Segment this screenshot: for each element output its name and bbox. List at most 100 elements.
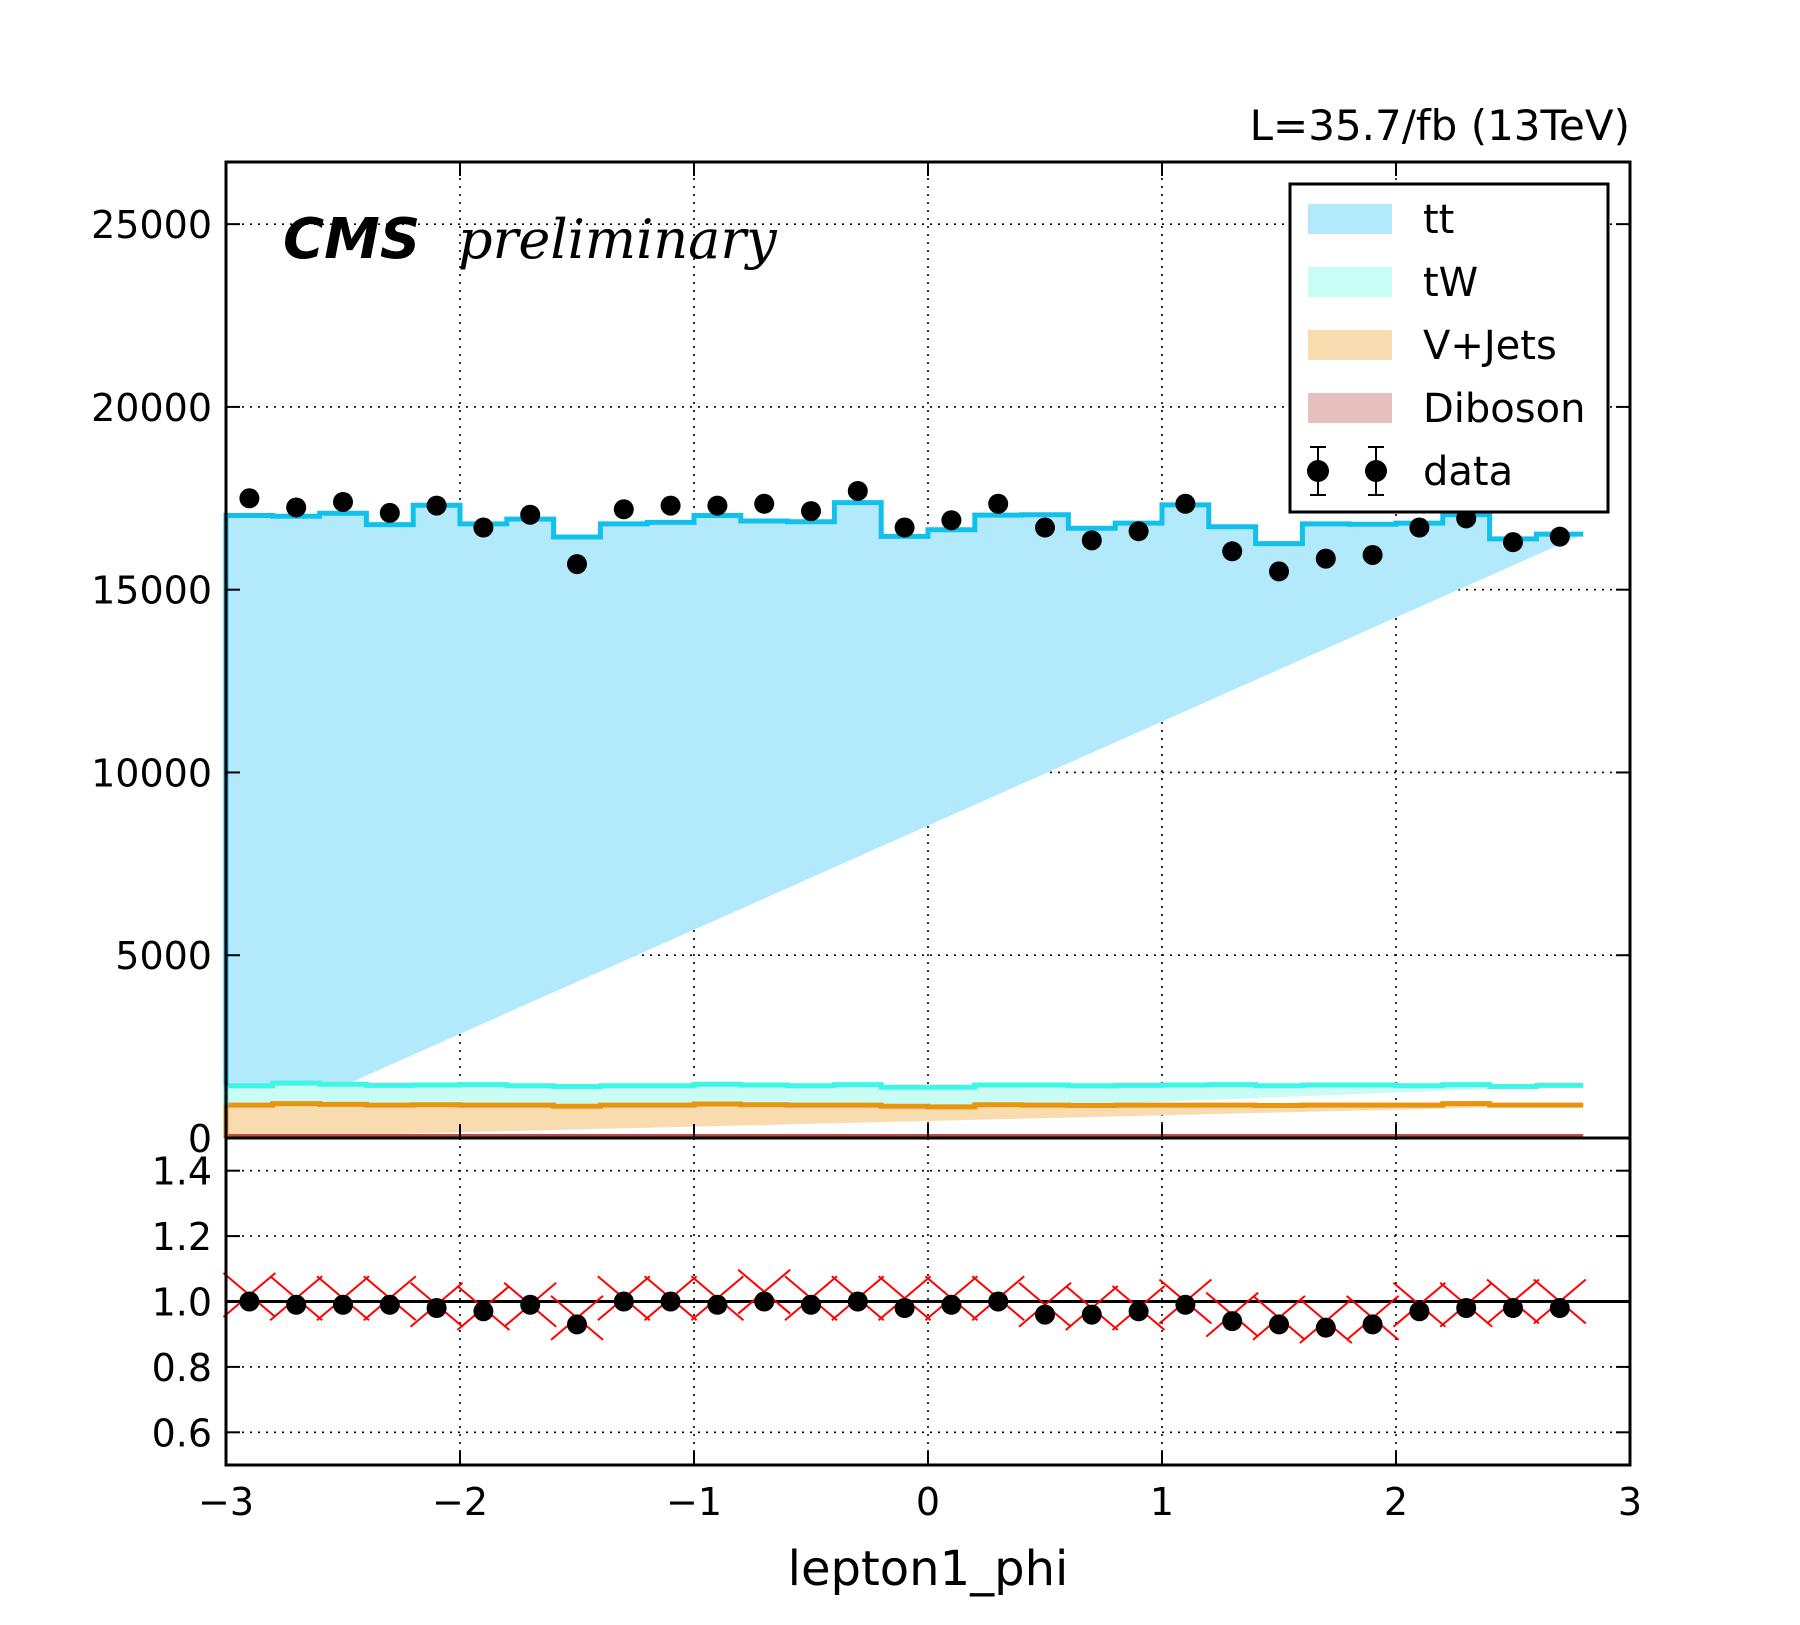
ratio-plot-grid bbox=[226, 1138, 1630, 1465]
legend-marker-dot bbox=[1307, 460, 1329, 482]
main-y-tick-label: 15000 bbox=[91, 569, 212, 613]
legend-label: tW bbox=[1423, 260, 1478, 306]
ratio-data-point bbox=[1175, 1294, 1196, 1315]
ratio-plot-markers bbox=[222, 1268, 1587, 1344]
legend-label: data bbox=[1423, 449, 1513, 495]
main-y-tick-label: 20000 bbox=[91, 386, 212, 430]
data-point bbox=[847, 480, 868, 501]
data-point bbox=[379, 502, 400, 523]
legend-label: tt bbox=[1423, 197, 1454, 243]
ratio-data-point bbox=[1081, 1304, 1102, 1325]
stack-line-vjets bbox=[223, 1101, 1584, 1137]
stack-fill-tt bbox=[226, 502, 1584, 1138]
data-point bbox=[1035, 517, 1055, 538]
data-point bbox=[286, 497, 307, 518]
ratio-x-tick-label: −3 bbox=[198, 1480, 254, 1524]
ratio-data-point bbox=[1409, 1301, 1430, 1322]
ratio-plot-axes: 0.6 0.8 1.0 1.2 1.4 −3 −2 −1 0 1 2 3 bbox=[152, 1136, 1642, 1524]
data-point bbox=[754, 493, 775, 514]
legend-label: V+Jets bbox=[1423, 323, 1557, 369]
ratio-y-tick-label: 1.0 bbox=[152, 1281, 212, 1325]
ratio-data-point bbox=[473, 1301, 494, 1322]
ratio-data-point bbox=[1456, 1298, 1477, 1319]
ratio-y-tick-label: 0.6 bbox=[152, 1411, 212, 1455]
ratio-data-point bbox=[239, 1291, 260, 1312]
data-point bbox=[660, 495, 681, 516]
ratio-data-point bbox=[426, 1298, 447, 1319]
main-plot-data-points bbox=[239, 480, 1570, 582]
ratio-data-point bbox=[1269, 1314, 1289, 1335]
ratio-data-point bbox=[847, 1291, 868, 1312]
legend-swatch bbox=[1308, 204, 1392, 234]
main-y-tick-label: 10000 bbox=[91, 751, 212, 795]
legend-swatch bbox=[1308, 330, 1392, 360]
data-point bbox=[1269, 561, 1289, 582]
data-point bbox=[613, 499, 634, 520]
ratio-y-tick-label: 1.2 bbox=[152, 1215, 212, 1259]
legend-marker-dot bbox=[1365, 460, 1387, 482]
legend-swatch bbox=[1308, 267, 1392, 297]
ratio-data-point bbox=[754, 1291, 775, 1312]
legend: tt tW V+Jets Diboson data bbox=[1288, 182, 1610, 514]
ratio-data-point bbox=[1315, 1317, 1336, 1338]
cms-label: CMS bbox=[283, 207, 420, 272]
legend-label: Diboson bbox=[1423, 386, 1585, 432]
ratio-data-point bbox=[379, 1294, 400, 1315]
ratio-data-point bbox=[1362, 1314, 1383, 1335]
data-point bbox=[1549, 526, 1570, 547]
stack-fill-vjets bbox=[226, 1103, 1584, 1138]
ratio-data-point bbox=[660, 1291, 681, 1312]
data-point bbox=[426, 495, 447, 516]
data-point bbox=[239, 488, 260, 509]
data-point bbox=[473, 517, 494, 538]
ratio-data-point bbox=[1549, 1298, 1570, 1319]
ratio-data-point bbox=[333, 1294, 353, 1315]
ratio-x-tick-label: 0 bbox=[916, 1480, 940, 1524]
data-point bbox=[520, 504, 541, 525]
ratio-data-point bbox=[801, 1294, 821, 1315]
data-point bbox=[894, 517, 915, 538]
ratio-data-point bbox=[941, 1294, 962, 1315]
data-point bbox=[1222, 541, 1243, 562]
ratio-data-point bbox=[286, 1294, 307, 1315]
ratio-data-point bbox=[1222, 1311, 1243, 1332]
data-point bbox=[801, 501, 821, 522]
data-point bbox=[333, 491, 353, 512]
ratio-data-point bbox=[988, 1291, 1009, 1312]
ratio-data-point bbox=[567, 1314, 587, 1335]
ratio-data-point bbox=[894, 1298, 915, 1319]
ratio-x-tick-label: 2 bbox=[1384, 1480, 1408, 1524]
data-point bbox=[1503, 532, 1523, 553]
data-point bbox=[988, 493, 1009, 514]
ratio-x-tick-label: −2 bbox=[432, 1480, 488, 1524]
data-point bbox=[941, 510, 962, 531]
ratio-data-point bbox=[1035, 1304, 1055, 1325]
data-point bbox=[1315, 548, 1336, 569]
stack-line-tw bbox=[223, 1080, 1584, 1106]
data-point bbox=[707, 495, 728, 516]
main-y-tick-label: 0 bbox=[188, 1117, 212, 1161]
main-y-tick-label: 5000 bbox=[115, 934, 212, 978]
data-point bbox=[1175, 493, 1196, 514]
main-plot-stack bbox=[223, 500, 1584, 1140]
data-point bbox=[1081, 530, 1102, 551]
ratio-data-point bbox=[613, 1291, 634, 1312]
preliminary-label: preliminary bbox=[458, 208, 778, 271]
ratio-data-point bbox=[1128, 1301, 1149, 1322]
ratio-data-point bbox=[520, 1294, 541, 1315]
ratio-data-point bbox=[707, 1294, 728, 1315]
lumi-label: L=35.7/fb (13TeV) bbox=[1250, 101, 1630, 150]
ratio-y-tick-label: 0.8 bbox=[152, 1346, 212, 1390]
ratio-y-tick-label: 1.4 bbox=[152, 1150, 212, 1194]
main-y-tick-label: 25000 bbox=[91, 203, 212, 247]
ratio-x-tick-label: 3 bbox=[1618, 1480, 1642, 1524]
legend-swatch bbox=[1308, 393, 1392, 423]
data-point bbox=[1128, 521, 1149, 542]
ratio-x-tick-label: 1 bbox=[1150, 1480, 1174, 1524]
data-point bbox=[1362, 544, 1383, 565]
ratio-x-tick-label: −1 bbox=[666, 1480, 722, 1524]
ratio-data-point bbox=[1503, 1298, 1523, 1319]
x-axis-label: lepton1_phi bbox=[788, 1541, 1069, 1597]
